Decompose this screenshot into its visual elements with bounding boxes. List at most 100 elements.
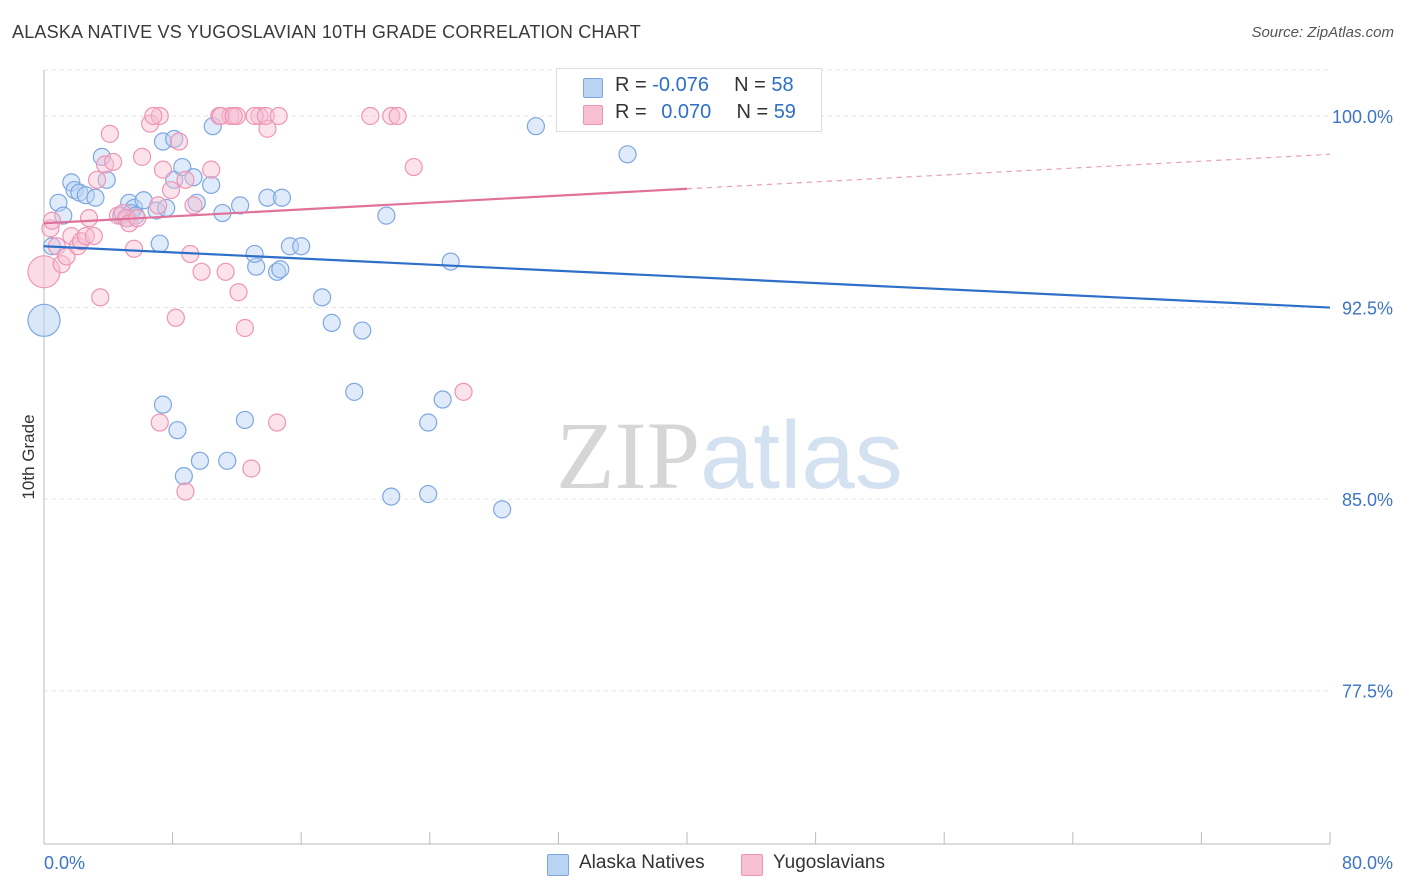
point-blue [382,487,401,506]
point-layer [27,106,637,519]
bottom-legend-label: Alaska Natives [579,852,705,873]
chart-title: ALASKA NATIVE VS YUGOSLAVIAN 10TH GRADE … [12,22,641,42]
point-blue [441,252,460,271]
point-pink [229,283,248,302]
point-pink [176,482,195,501]
watermark-atlas: atlas [700,402,903,509]
point-blue [174,467,193,486]
point-blue [526,117,545,136]
point-blue [312,288,332,307]
y-axis-label: 10th Grade [19,414,38,499]
point-pink [242,459,261,478]
legend-text: R = -0.076 N = 58 [615,74,794,97]
point-blue [65,180,84,200]
point-blue [292,237,311,256]
legend-r-value: 0.070 [661,101,712,123]
point-blue [97,170,116,189]
point-blue [377,206,396,225]
point-blue [419,413,438,432]
point-blue [272,188,292,207]
point-pink [192,262,211,281]
legend-r-label: R = [615,74,653,96]
point-pink [211,106,230,126]
point-blue [353,321,372,340]
point-pink [388,106,407,126]
x-tick-label: 80.0% [1342,853,1393,873]
point-pink [79,209,99,228]
point-blue [86,188,105,207]
x-tick-label: 0.0% [44,853,85,873]
trend-line-blue [43,245,1331,309]
point-blue [258,188,277,207]
point-pink [104,152,123,172]
legend-n-label: N = [734,74,772,96]
legend-r-value: -0.076 [652,74,709,96]
watermark-zip: ZIP [556,402,700,509]
point-pink [256,106,275,126]
point-pink [42,211,62,230]
watermark: ZIPatlas [556,400,903,511]
y-tick-label: 100.0% [1332,107,1393,127]
point-pink [153,160,173,179]
legend-n-value: 58 [771,74,794,96]
point-pink [216,262,235,281]
bottom-legend-swatch-blue [547,854,569,876]
point-blue [153,395,173,414]
point-pink [144,106,163,126]
point-pink [150,413,169,432]
trend-line-pink [43,187,688,225]
legend-n-value: 59 [773,101,796,123]
point-blue [134,191,153,210]
point-blue [231,196,250,215]
point-blue [345,382,364,401]
point-blue [150,234,169,253]
point-pink [202,160,221,179]
point-pink [62,226,81,246]
legend-text: R = 0.070 N = 59 [615,101,796,124]
legend-swatch-blue [583,78,603,98]
point-pink [91,288,110,307]
point-pink [267,413,287,432]
point-blue [493,500,512,519]
point-pink [382,106,401,126]
trend-layer [43,153,1331,309]
point-pink [235,318,255,338]
point-blue [271,260,290,279]
point-pink [404,157,423,177]
point-blue [267,262,287,281]
axis-layer [43,70,1331,845]
bottom-legend-swatch-pink [741,854,763,876]
point-pink [27,255,61,289]
point-blue [433,390,452,409]
point-blue [27,303,61,337]
point-pink [124,239,144,258]
point-pink [169,132,189,151]
point-blue [190,451,210,470]
point-pink [87,170,107,189]
legend-swatch-pink [583,105,603,125]
point-pink [84,226,103,246]
point-blue [245,244,264,264]
point-pink [113,203,132,223]
point-pink [454,382,473,401]
point-pink [161,180,181,200]
point-blue [202,175,221,195]
y-tick-label: 77.5% [1342,682,1393,702]
point-blue [235,410,255,430]
point-blue [168,421,187,440]
legend-r-label: R = [615,101,653,123]
point-blue [322,313,341,332]
chart-source: Source: ZipAtlas.com [1251,24,1394,41]
point-blue [187,193,206,212]
point-blue [165,129,184,149]
point-blue [153,132,173,151]
point-pink [361,106,380,126]
point-blue [218,451,237,470]
point-blue [419,484,438,504]
label-layer: 100.0% 92.5% 85.0% 77.5% 0.0% 80.0% 10th Grade [19,107,1393,873]
legend-n-label: N = [736,101,774,123]
point-pink [176,170,195,189]
point-pink [150,106,169,126]
point-pink [224,106,243,126]
